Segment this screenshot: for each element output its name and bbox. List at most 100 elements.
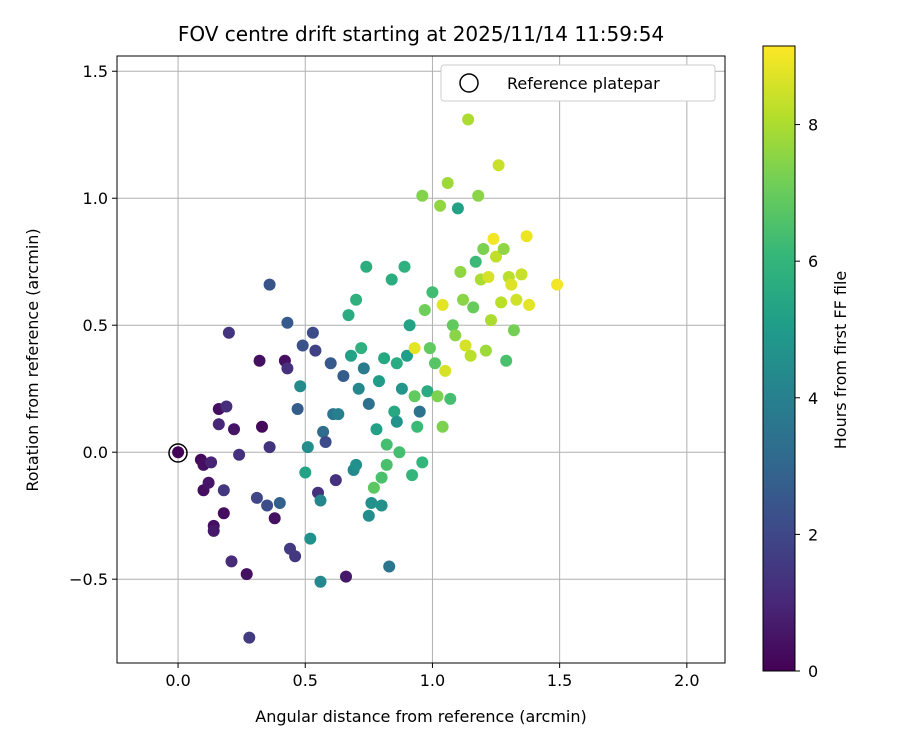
- data-point: [350, 293, 363, 306]
- y-axis-label: Rotation from reference (arcmin): [23, 228, 42, 491]
- data-point: [393, 446, 406, 459]
- data-point: [383, 560, 396, 573]
- data-point: [467, 301, 480, 314]
- data-point: [444, 392, 457, 405]
- data-point: [472, 189, 485, 202]
- data-point: [515, 268, 528, 281]
- data-point: [413, 405, 426, 418]
- data-point: [426, 286, 439, 299]
- data-point: [507, 324, 520, 337]
- data-point: [268, 512, 281, 525]
- data-point: [373, 375, 385, 388]
- data-point: [390, 415, 403, 428]
- data-point: [332, 408, 345, 421]
- data-point: [352, 382, 365, 395]
- data-point: [281, 362, 294, 375]
- colorbar-ticks: 0 2 4 6 8: [795, 116, 818, 681]
- data-point: [319, 436, 332, 448]
- data-point: [439, 364, 452, 377]
- data-point: [395, 382, 408, 395]
- data-point: [340, 570, 352, 583]
- data-point: [304, 532, 317, 545]
- data-point: [520, 230, 533, 243]
- data-point: [380, 438, 393, 451]
- data-point: [469, 255, 482, 268]
- data-point: [217, 507, 230, 520]
- data-point: [233, 448, 246, 461]
- data-point: [464, 349, 477, 362]
- data-point: [495, 296, 508, 309]
- data-point: [217, 484, 230, 497]
- data-point: [490, 250, 502, 263]
- data-points: [172, 113, 564, 644]
- x-tick-label: 1.0: [420, 671, 445, 690]
- data-point: [314, 575, 327, 588]
- data-point: [263, 278, 276, 291]
- data-point: [487, 232, 500, 245]
- data-point: [446, 319, 459, 332]
- data-point: [205, 456, 218, 469]
- data-point: [362, 397, 375, 410]
- data-point: [523, 298, 536, 311]
- data-point: [408, 390, 421, 403]
- data-point: [299, 466, 312, 479]
- x-tick-label: 0.5: [293, 671, 318, 690]
- data-point: [324, 357, 337, 370]
- data-point: [457, 293, 469, 306]
- data-point: [240, 568, 253, 581]
- data-point: [222, 326, 235, 339]
- data-point: [289, 550, 302, 563]
- data-point: [261, 499, 274, 512]
- y-tick-label: 1.0: [83, 189, 108, 208]
- colorbar: 0 2 4 6 8 Hours from first FF file: [762, 45, 850, 681]
- data-point: [314, 494, 327, 507]
- colorbar-tick-label: 0: [808, 662, 818, 681]
- data-point: [243, 631, 256, 644]
- data-point: [441, 177, 454, 189]
- data-point: [378, 352, 391, 365]
- data-point: [510, 293, 523, 306]
- data-point: [479, 344, 492, 357]
- data-point: [492, 159, 505, 172]
- data-point: [253, 354, 266, 367]
- data-point: [408, 342, 421, 355]
- colorbar-tick-label: 2: [808, 525, 818, 544]
- y-tick-label: 0.5: [83, 316, 108, 335]
- colorbar-tick-label: 6: [808, 252, 818, 271]
- data-point: [306, 326, 319, 339]
- data-point: [250, 491, 263, 504]
- data-point: [451, 202, 464, 215]
- data-point: [281, 316, 294, 329]
- data-point: [273, 497, 286, 509]
- data-point: [317, 425, 330, 438]
- x-tick-label: 2.0: [674, 671, 699, 690]
- data-point: [172, 446, 185, 459]
- data-point: [551, 278, 564, 291]
- data-point: [477, 243, 490, 255]
- plot-frame: [116, 55, 726, 664]
- data-point: [418, 304, 431, 316]
- data-point: [454, 265, 467, 278]
- x-tick-label: 1.5: [547, 671, 572, 690]
- legend-label: Reference platepar: [507, 74, 660, 93]
- data-point: [390, 357, 403, 370]
- data-point: [342, 309, 355, 322]
- data-point: [296, 339, 309, 352]
- data-point: [355, 342, 368, 355]
- data-point: [403, 319, 416, 332]
- y-tick-label: 1.5: [83, 62, 108, 81]
- data-point: [431, 390, 444, 403]
- data-point: [462, 113, 475, 126]
- data-point: [365, 497, 378, 509]
- x-axis-ticks: 0.0 0.5 1.0 1.5 2.0: [165, 663, 700, 690]
- data-point: [434, 199, 447, 212]
- data-point: [388, 405, 401, 418]
- data-point: [294, 380, 307, 393]
- data-point: [416, 189, 429, 202]
- data-point: [436, 298, 449, 311]
- data-point: [385, 273, 398, 286]
- data-point: [207, 524, 220, 537]
- data-point: [380, 458, 393, 471]
- legend-marker-icon: [459, 73, 479, 93]
